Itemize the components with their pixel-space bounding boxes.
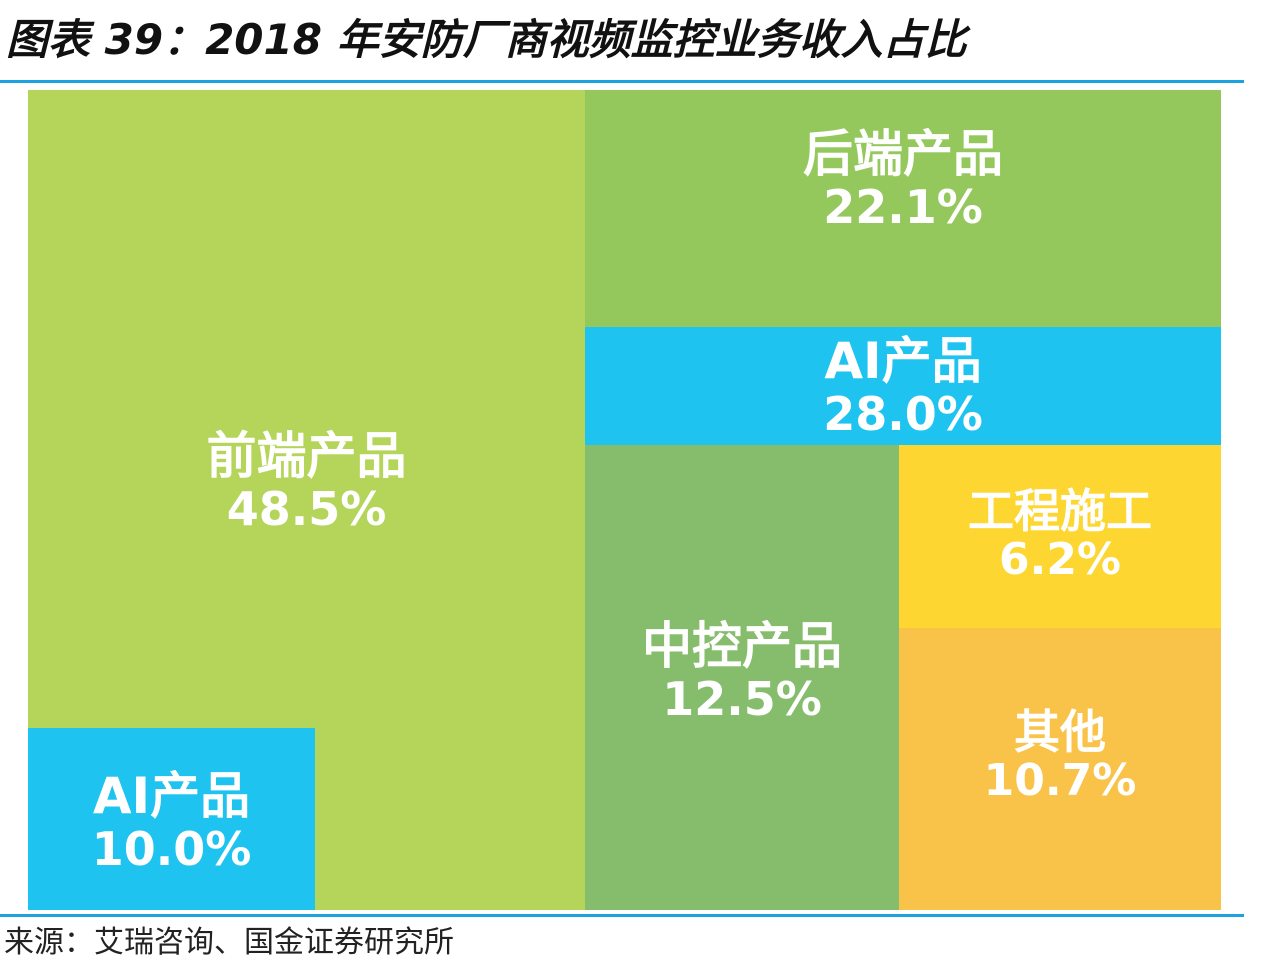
cell-value-center: 12.5% [662,671,822,726]
treemap-cell-other: 其他 10.7% [899,628,1221,910]
treemap-cell-back-ai: AI产品 28.0% [585,327,1221,445]
cell-value-other: 10.7% [983,755,1137,807]
cell-value-eng: 6.2% [998,534,1122,586]
source-note: 来源：艾瑞咨询、国金证券研究所 [4,925,454,960]
cell-name-front: 前端产品 [206,427,407,485]
treemap-cell-front-ai: AI产品 10.0% [28,728,315,910]
cell-value-front: 48.5% [226,481,387,536]
cell-label-back-ai: AI产品 28.0% [585,335,1221,438]
chart-title: 图表 39：2018 年安防厂商视频监控业务收入占比 [6,15,967,64]
footer-rule [0,914,1244,917]
cell-name-eng: 工程施工 [968,484,1152,538]
cell-name-center: 中控产品 [642,617,842,675]
cell-label-back: 后端产品 22.1% [585,128,1221,231]
treemap-cell-center: 中控产品 12.5% [585,445,899,910]
cell-label-eng: 工程施工 6.2% [899,487,1221,583]
cell-label-front: 前端产品 48.5% [28,430,585,533]
cell-name-other: 其他 [1014,705,1106,759]
title-underline [0,80,1244,83]
cell-value-back-ai: 28.0% [823,386,983,441]
treemap-cell-eng: 工程施工 6.2% [899,445,1221,628]
treemap-cell-back: 后端产品 22.1% [585,90,1221,327]
cell-name-front-ai: AI产品 [92,767,251,825]
cell-name-back: 后端产品 [803,125,1003,183]
cell-value-back: 22.1% [823,179,983,234]
cell-label-other: 其他 10.7% [899,708,1221,804]
cell-value-front-ai: 10.0% [91,821,252,876]
cell-label-center: 中控产品 12.5% [585,620,899,723]
cell-name-back-ai: AI产品 [824,332,982,390]
cell-label-front-ai: AI产品 10.0% [28,770,315,873]
